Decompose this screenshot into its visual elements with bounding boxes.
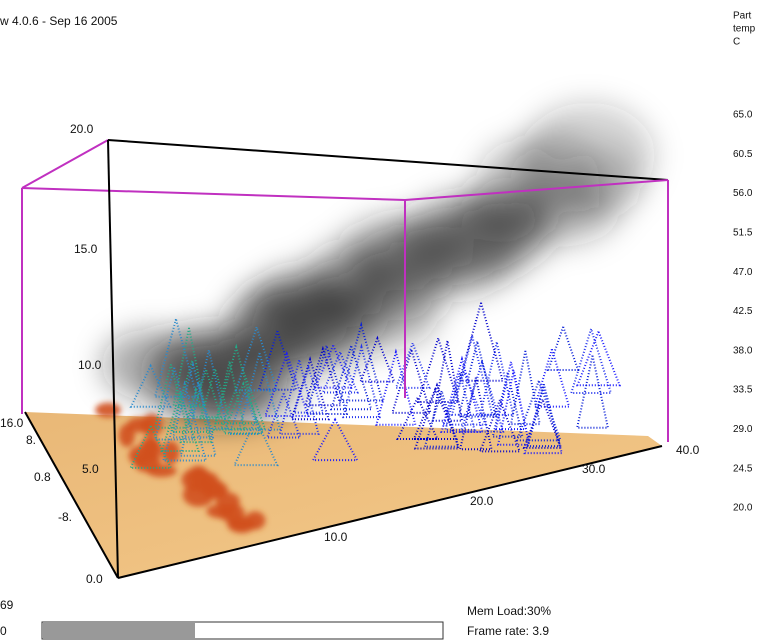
fire-blob — [147, 465, 177, 477]
particle-plume — [418, 338, 458, 402]
colorbar-label: 20.0 — [733, 503, 753, 514]
y-label: 8. — [26, 433, 36, 447]
colorbar-title: Part — [733, 11, 752, 22]
y-label: 0.8 — [34, 470, 51, 484]
particle-plume — [461, 362, 503, 431]
x-label: 40.0 — [676, 443, 700, 457]
fire-blob — [95, 403, 121, 418]
particle-plume — [577, 331, 619, 385]
z-label: 20.0 — [70, 122, 94, 136]
box-edge — [22, 140, 108, 188]
colorbar-label: 65.0 — [733, 110, 753, 121]
colorbar-label: 33.5 — [733, 385, 753, 396]
colorbar-title: temp — [733, 24, 756, 35]
smoke — [101, 103, 655, 428]
y-label: -8. — [58, 510, 72, 524]
z-label: 15.0 — [74, 242, 98, 256]
colorbar-label: 60.5 — [733, 149, 753, 160]
x-label: 10.0 — [324, 530, 348, 544]
z-label: 10.0 — [78, 358, 102, 372]
fire-blob — [245, 511, 266, 530]
z-label: 5.0 — [82, 462, 99, 476]
colorbar-label: 51.5 — [733, 228, 753, 239]
particle-plume — [480, 342, 513, 415]
colorbar-label: 24.5 — [733, 463, 753, 474]
colorbar-label: 29.0 — [733, 424, 753, 435]
load-bar-fill — [43, 623, 195, 638]
mem-load: Mem Load:30% — [467, 604, 551, 618]
frame-rate: Frame rate: 3.9 — [467, 624, 549, 638]
fire-blob — [119, 424, 135, 447]
y-label: 16.0 — [0, 416, 24, 430]
colorbar-label: 38.0 — [733, 345, 753, 356]
colorbar-label: 47.0 — [733, 267, 753, 278]
smokeview-window: w 4.0.6 - Sep 16 2005 20.0 15.0 10.0 5.0… — [0, 0, 769, 641]
colorbar-label: 42.5 — [733, 306, 753, 317]
particle-plume — [577, 356, 608, 428]
fire-blob — [183, 483, 215, 507]
status-text: 69 — [0, 598, 14, 612]
particle-plume — [571, 329, 611, 393]
box-edge — [22, 188, 405, 200]
colorbar-title: C — [733, 37, 740, 48]
colorbar-label: 56.0 — [733, 188, 753, 199]
particle-plume — [548, 327, 578, 370]
x-label: 20.0 — [470, 494, 494, 508]
z-label: 0.0 — [86, 572, 103, 586]
x-label: 30.0 — [582, 462, 606, 476]
window-title: w 4.0.6 - Sep 16 2005 — [0, 14, 118, 28]
fire-blob — [141, 414, 163, 437]
status-text: 0 — [0, 624, 7, 638]
